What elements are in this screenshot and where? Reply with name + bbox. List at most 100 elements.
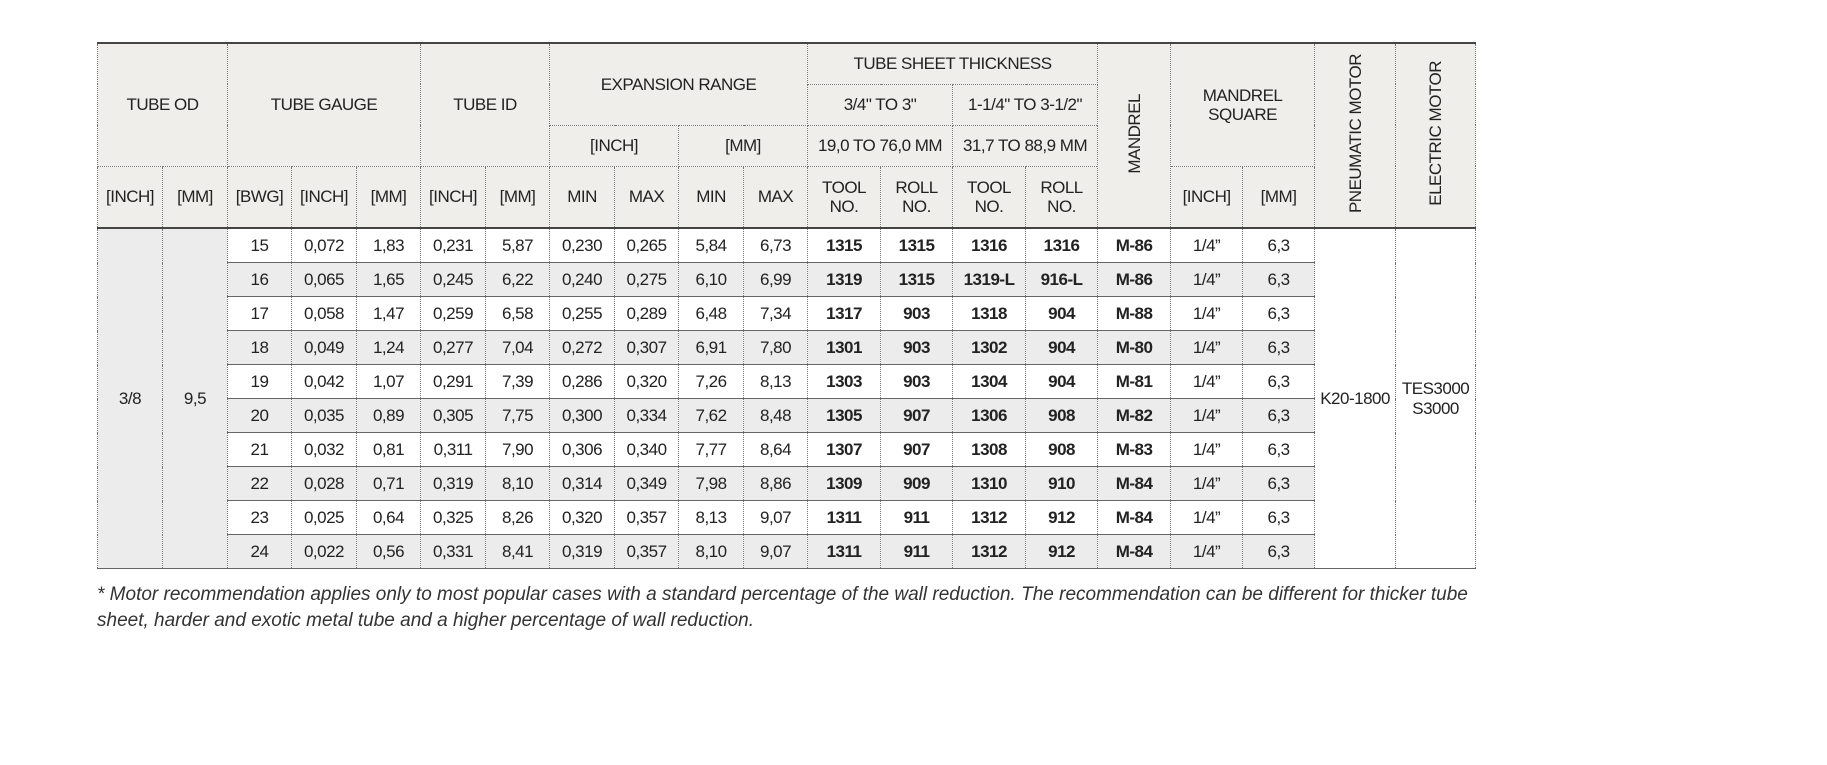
data-cell: 9,07 (743, 534, 809, 569)
data-cell: 18 (227, 330, 292, 365)
data-cell: 6,3 (1242, 466, 1316, 501)
header-cell: TUBE OD (97, 42, 228, 167)
data-cell: 903 (880, 364, 954, 399)
data-cell: 1303 (807, 364, 882, 399)
header-cell: TUBE ID (420, 42, 551, 167)
data-cell: 8,64 (743, 432, 809, 467)
data-cell: M-84 (1097, 466, 1172, 501)
data-cell: 6,3 (1242, 432, 1316, 467)
data-cell: 6,99 (743, 262, 809, 297)
header-cell: MANDREL (1097, 42, 1172, 229)
data-cell: 0,311 (420, 432, 487, 467)
data-cell: 0,231 (420, 227, 487, 263)
data-cell: 0,56 (355, 534, 422, 569)
data-cell: 15 (227, 227, 292, 263)
data-cell: 908 (1025, 398, 1099, 433)
data-cell: 0,357 (614, 500, 680, 535)
data-cell: 6,3 (1242, 296, 1316, 331)
footnote: * Motor recommendation applies only to m… (97, 584, 1468, 631)
data-cell: 907 (880, 398, 954, 433)
spec-table: TUBE OD TUBE GAUGE TUBE ID EXPANSION RAN… (97, 42, 1477, 569)
data-cell: 909 (880, 466, 954, 501)
data-cell: 0,240 (549, 262, 616, 297)
data-cell: 7,26 (678, 364, 745, 399)
data-cell: 0,028 (291, 466, 357, 501)
subheader-cell: MAX (614, 165, 680, 229)
data-cell: 20 (227, 398, 292, 433)
table-row: 23 0,025 0,64 0,325 8,26 0,320 0,357 8,13 9,07 13… (98, 500, 1476, 535)
data-cell: 0,035 (291, 398, 357, 433)
header-cell: TUBE SHEET THICKNESS (807, 42, 1099, 85)
header-text: PNEUMATIC MOTOR (1345, 53, 1365, 214)
table-row: 19 0,042 1,07 0,291 7,39 0,286 0,320 7,26 8,13 13… (98, 364, 1476, 399)
data-cell: 1/4” (1170, 296, 1244, 331)
data-cell: 0,042 (291, 364, 357, 399)
header-cell: [MM] (678, 124, 809, 167)
subheader-cell: [INCH] (97, 165, 163, 229)
data-cell: 8,86 (743, 466, 809, 501)
data-cell: 1310 (952, 466, 1027, 501)
data-cell: 1/4” (1170, 227, 1244, 263)
table-row: 16 0,065 1,65 0,245 6,22 0,240 0,275 6,10 6,99 13… (98, 262, 1476, 297)
data-cell: 7,90 (485, 432, 551, 467)
data-cell: 1315 (880, 227, 954, 263)
data-cell: 903 (880, 296, 954, 331)
data-cell: M-86 (1097, 262, 1172, 297)
data-cell: 0,275 (614, 262, 680, 297)
data-cell: 1305 (807, 398, 882, 433)
data-cell: 7,75 (485, 398, 551, 433)
header-text: ELECTRIC MOTOR (1426, 61, 1446, 206)
data-cell: 1307 (807, 432, 882, 467)
data-cell: 912 (1025, 500, 1099, 535)
data-cell: 0,065 (291, 262, 357, 297)
subheader-cell: ROLL NO. (880, 165, 954, 229)
header-text: MANDREL (1124, 93, 1144, 174)
data-cell: 910 (1025, 466, 1099, 501)
table-row: 22 0,028 0,71 0,319 8,10 0,314 0,349 7,98 8,86 13… (98, 466, 1476, 501)
data-cell: 1311 (807, 500, 882, 535)
data-cell: 911 (880, 500, 954, 535)
data-cell: 0,305 (420, 398, 487, 433)
data-cell: 0,307 (614, 330, 680, 365)
data-cell: 904 (1025, 296, 1099, 331)
subheader-cell: [MM] (355, 165, 422, 229)
data-cell: 1315 (807, 227, 882, 263)
data-cell: 0,272 (549, 330, 616, 365)
data-cell: 0,230 (549, 227, 616, 263)
data-cell: 0,032 (291, 432, 357, 467)
data-cell: 904 (1025, 364, 1099, 399)
data-cell: 1317 (807, 296, 882, 331)
data-cell: 19 (227, 364, 292, 399)
data-cell: 6,3 (1242, 500, 1316, 535)
data-cell: 1315 (880, 262, 954, 297)
data-cell: 6,3 (1242, 262, 1316, 297)
data-cell: 0,286 (549, 364, 616, 399)
data-cell: 1319-L (952, 262, 1027, 297)
data-cell: 1318 (952, 296, 1027, 331)
header-cell: EXPANSION RANGE (549, 42, 809, 126)
data-cell: 8,41 (485, 534, 551, 569)
table-body: 3/8 9,5 15 0,072 1,83 0,231 5,87 0,230 0,265 5,84… (97, 227, 1477, 569)
table-row: 21 0,032 0,81 0,311 7,90 0,306 0,340 7,77 8,64 13… (98, 432, 1476, 467)
data-cell: 1308 (952, 432, 1027, 467)
data-cell: 903 (880, 330, 954, 365)
subheader-cell: [MM] (162, 165, 228, 229)
data-cell: 911 (880, 534, 954, 569)
data-cell: 0,277 (420, 330, 487, 365)
data-cell: 0,289 (614, 296, 680, 331)
table-row: 17 0,058 1,47 0,259 6,58 0,255 0,289 6,48 7,34 13… (98, 296, 1476, 331)
data-cell: 24 (227, 534, 292, 569)
data-cell: 6,3 (1242, 364, 1316, 399)
data-cell: 8,48 (743, 398, 809, 433)
header-cell: PNEUMATIC MOTOR (1314, 42, 1397, 229)
data-cell: 1312 (952, 500, 1027, 535)
data-cell: M-88 (1097, 296, 1172, 331)
data-cell: 0,255 (549, 296, 616, 331)
data-cell: 6,91 (678, 330, 745, 365)
data-cell: 0,89 (355, 398, 422, 433)
data-cell: 7,34 (743, 296, 809, 331)
subheader-cell: [MM] (1242, 165, 1316, 229)
data-cell: 907 (880, 432, 954, 467)
data-cell: 0,340 (614, 432, 680, 467)
data-cell: 0,291 (420, 364, 487, 399)
